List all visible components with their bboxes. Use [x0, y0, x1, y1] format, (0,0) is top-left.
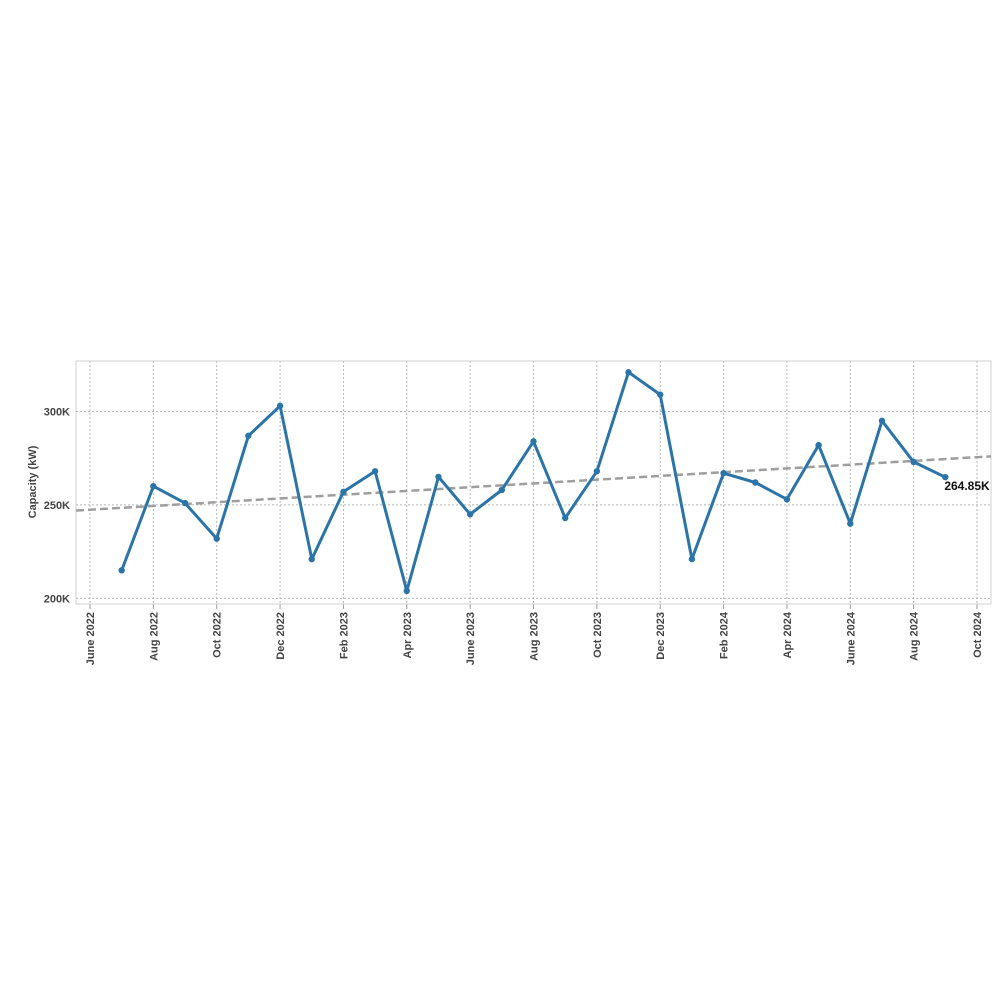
x-tick-label: Oct 2024	[972, 611, 984, 658]
data-point	[435, 473, 442, 481]
data-point	[910, 458, 917, 466]
data-point	[593, 468, 601, 475]
trendline	[75, 455, 992, 512]
labels-group: 200K 250K 300K June 2022 Aug 2022 Oct 2022 Dec…	[44, 406, 990, 665]
data-point	[752, 479, 759, 486]
x-tick-label: Feb 2023	[338, 612, 350, 659]
data-point	[340, 488, 347, 496]
data-point	[466, 511, 474, 518]
data-point	[276, 402, 284, 410]
x-tick-label: Oct 2023	[592, 612, 604, 658]
series-group	[118, 369, 949, 595]
data-point	[688, 555, 696, 563]
x-tick-label: Aug 2022	[148, 612, 160, 661]
data-point	[181, 499, 189, 507]
data-point	[561, 514, 569, 522]
x-tick-label: June 2022	[85, 612, 97, 665]
plot-frame	[75, 360, 992, 605]
grid	[76, 361, 991, 609]
data-label: 264.85K	[944, 479, 990, 493]
trendline-group	[75, 455, 992, 512]
y-tick-label: 200K	[44, 593, 70, 605]
data-point	[403, 587, 410, 595]
data-point	[657, 391, 664, 398]
data-point	[783, 496, 791, 503]
x-tick-label: Aug 2023	[529, 612, 541, 661]
y-tick-label: 300K	[44, 406, 70, 418]
y-axis-label: Capacity (kW)	[27, 445, 39, 518]
data-point	[815, 441, 822, 449]
data-point	[371, 468, 379, 475]
data-point	[530, 438, 537, 445]
data-point	[942, 473, 949, 481]
x-tick-label: Apr 2023	[402, 612, 414, 658]
x-tick-label: June 2024	[845, 611, 857, 665]
x-tick-label: Dec 2022	[275, 612, 287, 660]
data-point	[308, 555, 315, 563]
data-point	[213, 535, 220, 542]
data-point	[118, 567, 125, 574]
data-point	[150, 483, 157, 490]
x-tick-label: Aug 2024	[909, 611, 921, 661]
y-tick-label: 250K	[44, 500, 70, 512]
data-point	[498, 486, 506, 494]
data-point	[878, 417, 886, 425]
data-point	[720, 469, 727, 477]
data-point	[625, 369, 632, 376]
data-point	[245, 432, 252, 439]
data-point	[847, 520, 854, 527]
x-tick-label: Feb 2024	[719, 611, 731, 659]
x-tick-label: Oct 2022	[212, 612, 224, 658]
x-tick-label: Apr 2024	[782, 611, 794, 658]
x-tick-label: June 2023	[465, 612, 477, 665]
x-tick-label: Dec 2023	[655, 612, 667, 660]
